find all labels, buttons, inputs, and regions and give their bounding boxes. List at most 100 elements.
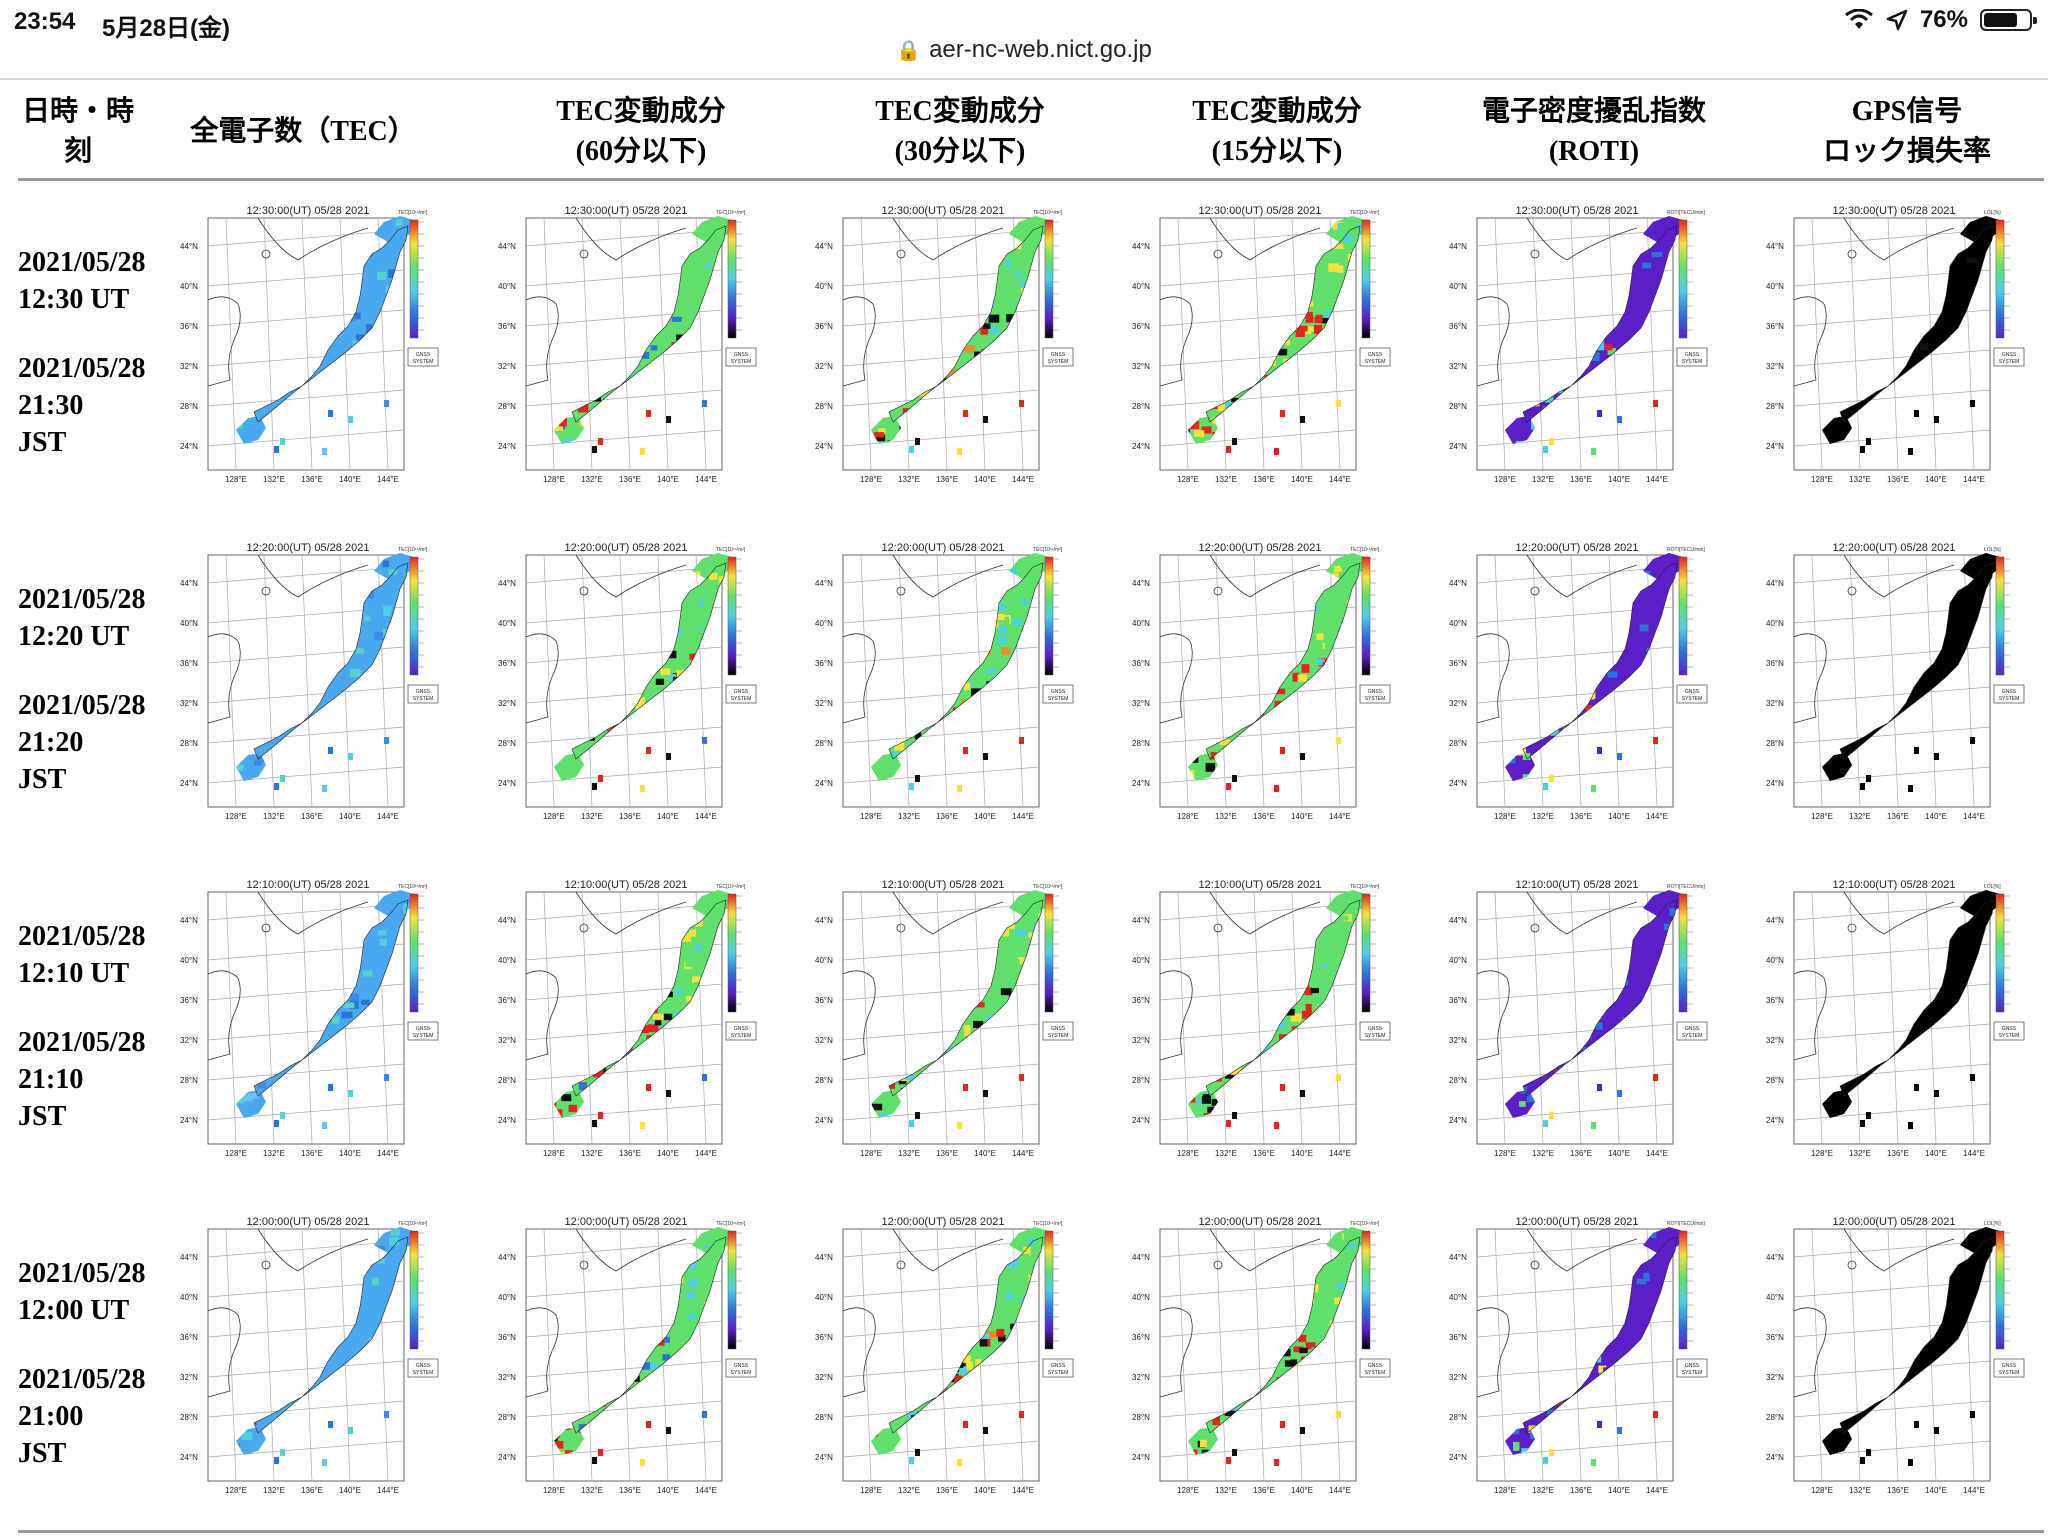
lon-tick-label: 140°E — [1291, 812, 1313, 821]
map-panel-d30[interactable]: 12:20:00(UT) 05/28 2021 TEC[10¹⁶/m²] 44°N 4… — [813, 537, 1077, 827]
lon-tick-label: 140°E — [657, 1486, 679, 1495]
lon-tick-label: 140°E — [1608, 475, 1630, 484]
jst-time: 2021/05/28 21:00 JST — [18, 1364, 146, 1469]
lon-tick-label: 140°E — [1925, 475, 1947, 484]
lon-tick-label: 136°E — [1570, 1486, 1592, 1495]
lat-tick-label: 32°N — [1132, 699, 1150, 708]
map-panel-d60[interactable]: 12:00:00(UT) 05/28 2021 TEC[10¹⁶/m²] 44°N 4… — [496, 1211, 760, 1501]
lat-tick-label: 40°N — [815, 282, 833, 291]
map-panel-roti[interactable]: 12:20:00(UT) 05/28 2021 ROTI[TECU/min] 44°… — [1447, 537, 1711, 827]
header-gps-lol: GPS信号 ロック損失率 — [1822, 96, 1991, 167]
gnss-logo: GNSS — [2002, 1026, 2017, 1032]
lon-tick-label: 132°E — [898, 475, 920, 484]
lat-tick-label: 28°N — [815, 739, 833, 748]
header-tec-30min: TEC変動成分 (30分以下) — [875, 96, 1045, 167]
colorbar-unit: TEC[10¹⁶/m²] — [716, 884, 746, 890]
map-image: 12:00:00(UT) 05/28 2021 TEC[10¹⁶/m²] 44°N 4… — [180, 1216, 439, 1495]
lon-tick-label: 140°E — [657, 1149, 679, 1158]
map-panel-d30[interactable]: 12:10:00(UT) 05/28 2021 TEC[10¹⁶/m²] 44°N 4… — [813, 874, 1077, 1164]
lat-tick-label: 40°N — [1449, 619, 1467, 628]
lon-tick-label: 136°E — [619, 1149, 641, 1158]
map-panel-roti[interactable]: 12:10:00(UT) 05/28 2021 ROTI[TECU/min] 44°… — [1447, 874, 1711, 1164]
row-datetime-label: 2021/05/28 12:20 UT 2021/05/28 21:20 JST — [18, 537, 178, 827]
lat-tick-label: 40°N — [180, 956, 198, 965]
gnss-logo: SYSTEM — [413, 359, 434, 365]
table-row: 2021/05/28 12:30 UT 2021/05/28 21:30 JST 12:3… — [18, 200, 2038, 490]
lat-tick-label: 32°N — [180, 699, 198, 708]
map-panel-d30[interactable]: 12:00:00(UT) 05/28 2021 TEC[10¹⁶/m²] 44°N 4… — [813, 1211, 1077, 1501]
lon-tick-label: 144°E — [377, 812, 399, 821]
map-panel-d60[interactable]: 12:30:00(UT) 05/28 2021 TEC[10¹⁶/m²] 44°N 4… — [496, 200, 760, 490]
map-panel-d15[interactable]: 12:10:00(UT) 05/28 2021 TEC[10¹⁶/m²] 44°N 4… — [1130, 874, 1394, 1164]
lon-tick-label: 128°E — [1811, 1486, 1833, 1495]
map-panel-tec[interactable]: 12:20:00(UT) 05/28 2021 TEC[10¹⁶/m²] 44°N 4… — [178, 537, 442, 827]
map-panel-d15[interactable]: 12:20:00(UT) 05/28 2021 TEC[10¹⁶/m²] 44°N 4… — [1130, 537, 1394, 827]
table-bottom-divider — [18, 1530, 2044, 1533]
lon-tick-label: 144°E — [695, 1486, 717, 1495]
lat-tick-label: 40°N — [180, 282, 198, 291]
lat-tick-label: 36°N — [1132, 322, 1150, 331]
lat-tick-label: 32°N — [1132, 362, 1150, 371]
map-panel-d60[interactable]: 12:20:00(UT) 05/28 2021 TEC[10¹⁶/m²] 44°N 4… — [496, 537, 760, 827]
lat-tick-label: 44°N — [815, 579, 833, 588]
map-panel-d15[interactable]: 12:30:00(UT) 05/28 2021 TEC[10¹⁶/m²] 44°N 4… — [1130, 200, 1394, 490]
lat-tick-label: 44°N — [498, 1253, 516, 1262]
map-panel-d30[interactable]: 12:30:00(UT) 05/28 2021 TEC[10¹⁶/m²] 44°N 4… — [813, 200, 1077, 490]
map-image: 12:20:00(UT) 05/28 2021 ROTI[TECU/min] 44°… — [1449, 542, 1708, 821]
lon-tick-label: 140°E — [974, 1486, 996, 1495]
lon-tick-label: 144°E — [1963, 1149, 1985, 1158]
lat-tick-label: 24°N — [1449, 779, 1467, 788]
lon-tick-label: 128°E — [1494, 475, 1516, 484]
lat-tick-label: 40°N — [1766, 956, 1784, 965]
lat-tick-label: 28°N — [180, 1413, 198, 1422]
map-panel-tec[interactable]: 12:10:00(UT) 05/28 2021 TEC[10¹⁶/m²] 44°N 4… — [178, 874, 442, 1164]
gnss-logo: GNSS — [734, 1363, 749, 1369]
lon-tick-label: 144°E — [1646, 1149, 1668, 1158]
map-panel-d60[interactable]: 12:10:00(UT) 05/28 2021 TEC[10¹⁶/m²] 44°N 4… — [496, 874, 760, 1164]
lon-tick-label: 128°E — [225, 1149, 247, 1158]
lat-tick-label: 40°N — [1766, 619, 1784, 628]
lat-tick-label: 36°N — [180, 996, 198, 1005]
lat-tick-label: 28°N — [1449, 402, 1467, 411]
lon-tick-label: 132°E — [263, 475, 285, 484]
map-panel-lol[interactable]: 12:20:00(UT) 05/28 2021 LOL[%] 44°N 40°N 36°… — [1764, 537, 2028, 827]
map-panel-roti[interactable]: 12:00:00(UT) 05/28 2021 ROTI[TECU/min] 44°… — [1447, 1211, 1711, 1501]
map-panel-tec[interactable]: 12:00:00(UT) 05/28 2021 TEC[10¹⁶/m²] 44°N 4… — [178, 1211, 442, 1501]
map-panel-lol[interactable]: 12:10:00(UT) 05/28 2021 LOL[%] 44°N 40°N 36°… — [1764, 874, 2028, 1164]
lat-tick-label: 24°N — [1449, 1453, 1467, 1462]
lat-tick-label: 40°N — [1132, 956, 1150, 965]
lat-tick-label: 24°N — [1449, 442, 1467, 451]
lon-tick-label: 144°E — [377, 1149, 399, 1158]
map-image: 12:30:00(UT) 05/28 2021 LOL[%] 44°N 40°N 36°… — [1766, 205, 2025, 484]
map-panel-tec[interactable]: 12:30:00(UT) 05/28 2021 TEC[10¹⁶/m²] 44°N 4… — [178, 200, 442, 490]
colorbar-unit: TEC[10¹⁶/m²] — [1033, 884, 1063, 890]
map-panel-lol[interactable]: 12:00:00(UT) 05/28 2021 LOL[%] 44°N 40°N 36°… — [1764, 1211, 2028, 1501]
lon-tick-label: 140°E — [974, 1149, 996, 1158]
map-image: 12:20:00(UT) 05/28 2021 LOL[%] 44°N 40°N 36°… — [1766, 542, 2025, 821]
lon-tick-label: 144°E — [1012, 812, 1034, 821]
jst-time: 2021/05/28 21:20 JST — [18, 690, 146, 795]
map-title: 12:20:00(UT) 05/28 2021 — [247, 542, 370, 554]
lat-tick-label: 32°N — [1766, 699, 1784, 708]
lat-tick-label: 24°N — [1132, 779, 1150, 788]
lat-tick-label: 40°N — [1766, 1293, 1784, 1302]
table-row: 2021/05/28 12:00 UT 2021/05/28 21:00 JST 12:0… — [18, 1211, 2038, 1501]
map-title: 12:30:00(UT) 05/28 2021 — [882, 205, 1005, 217]
lon-tick-label: 128°E — [543, 812, 565, 821]
map-panel-lol[interactable]: 12:30:00(UT) 05/28 2021 LOL[%] 44°N 40°N 36°… — [1764, 200, 2028, 490]
map-panel-d15[interactable]: 12:00:00(UT) 05/28 2021 TEC[10¹⁶/m²] 44°N 4… — [1130, 1211, 1394, 1501]
gnss-logo: SYSTEM — [1999, 696, 2020, 702]
lat-tick-label: 36°N — [180, 659, 198, 668]
lat-tick-label: 32°N — [815, 699, 833, 708]
gnss-logo: GNSS — [1051, 1026, 1066, 1032]
lon-tick-label: 132°E — [898, 1486, 920, 1495]
lat-tick-label: 28°N — [1132, 1413, 1150, 1422]
map-panel-roti[interactable]: 12:30:00(UT) 05/28 2021 ROTI[TECU/min] 44°… — [1447, 200, 1711, 490]
lon-tick-label: 144°E — [1646, 475, 1668, 484]
gnss-logo: SYSTEM — [1365, 359, 1386, 365]
address-bar[interactable]: 🔒 aer-nc-web.nict.go.jp — [0, 36, 2048, 76]
lat-tick-label: 24°N — [1132, 1453, 1150, 1462]
lon-tick-label: 144°E — [695, 1149, 717, 1158]
ut-time: 2021/05/28 12:20 UT — [18, 584, 146, 652]
lat-tick-label: 44°N — [180, 916, 198, 925]
